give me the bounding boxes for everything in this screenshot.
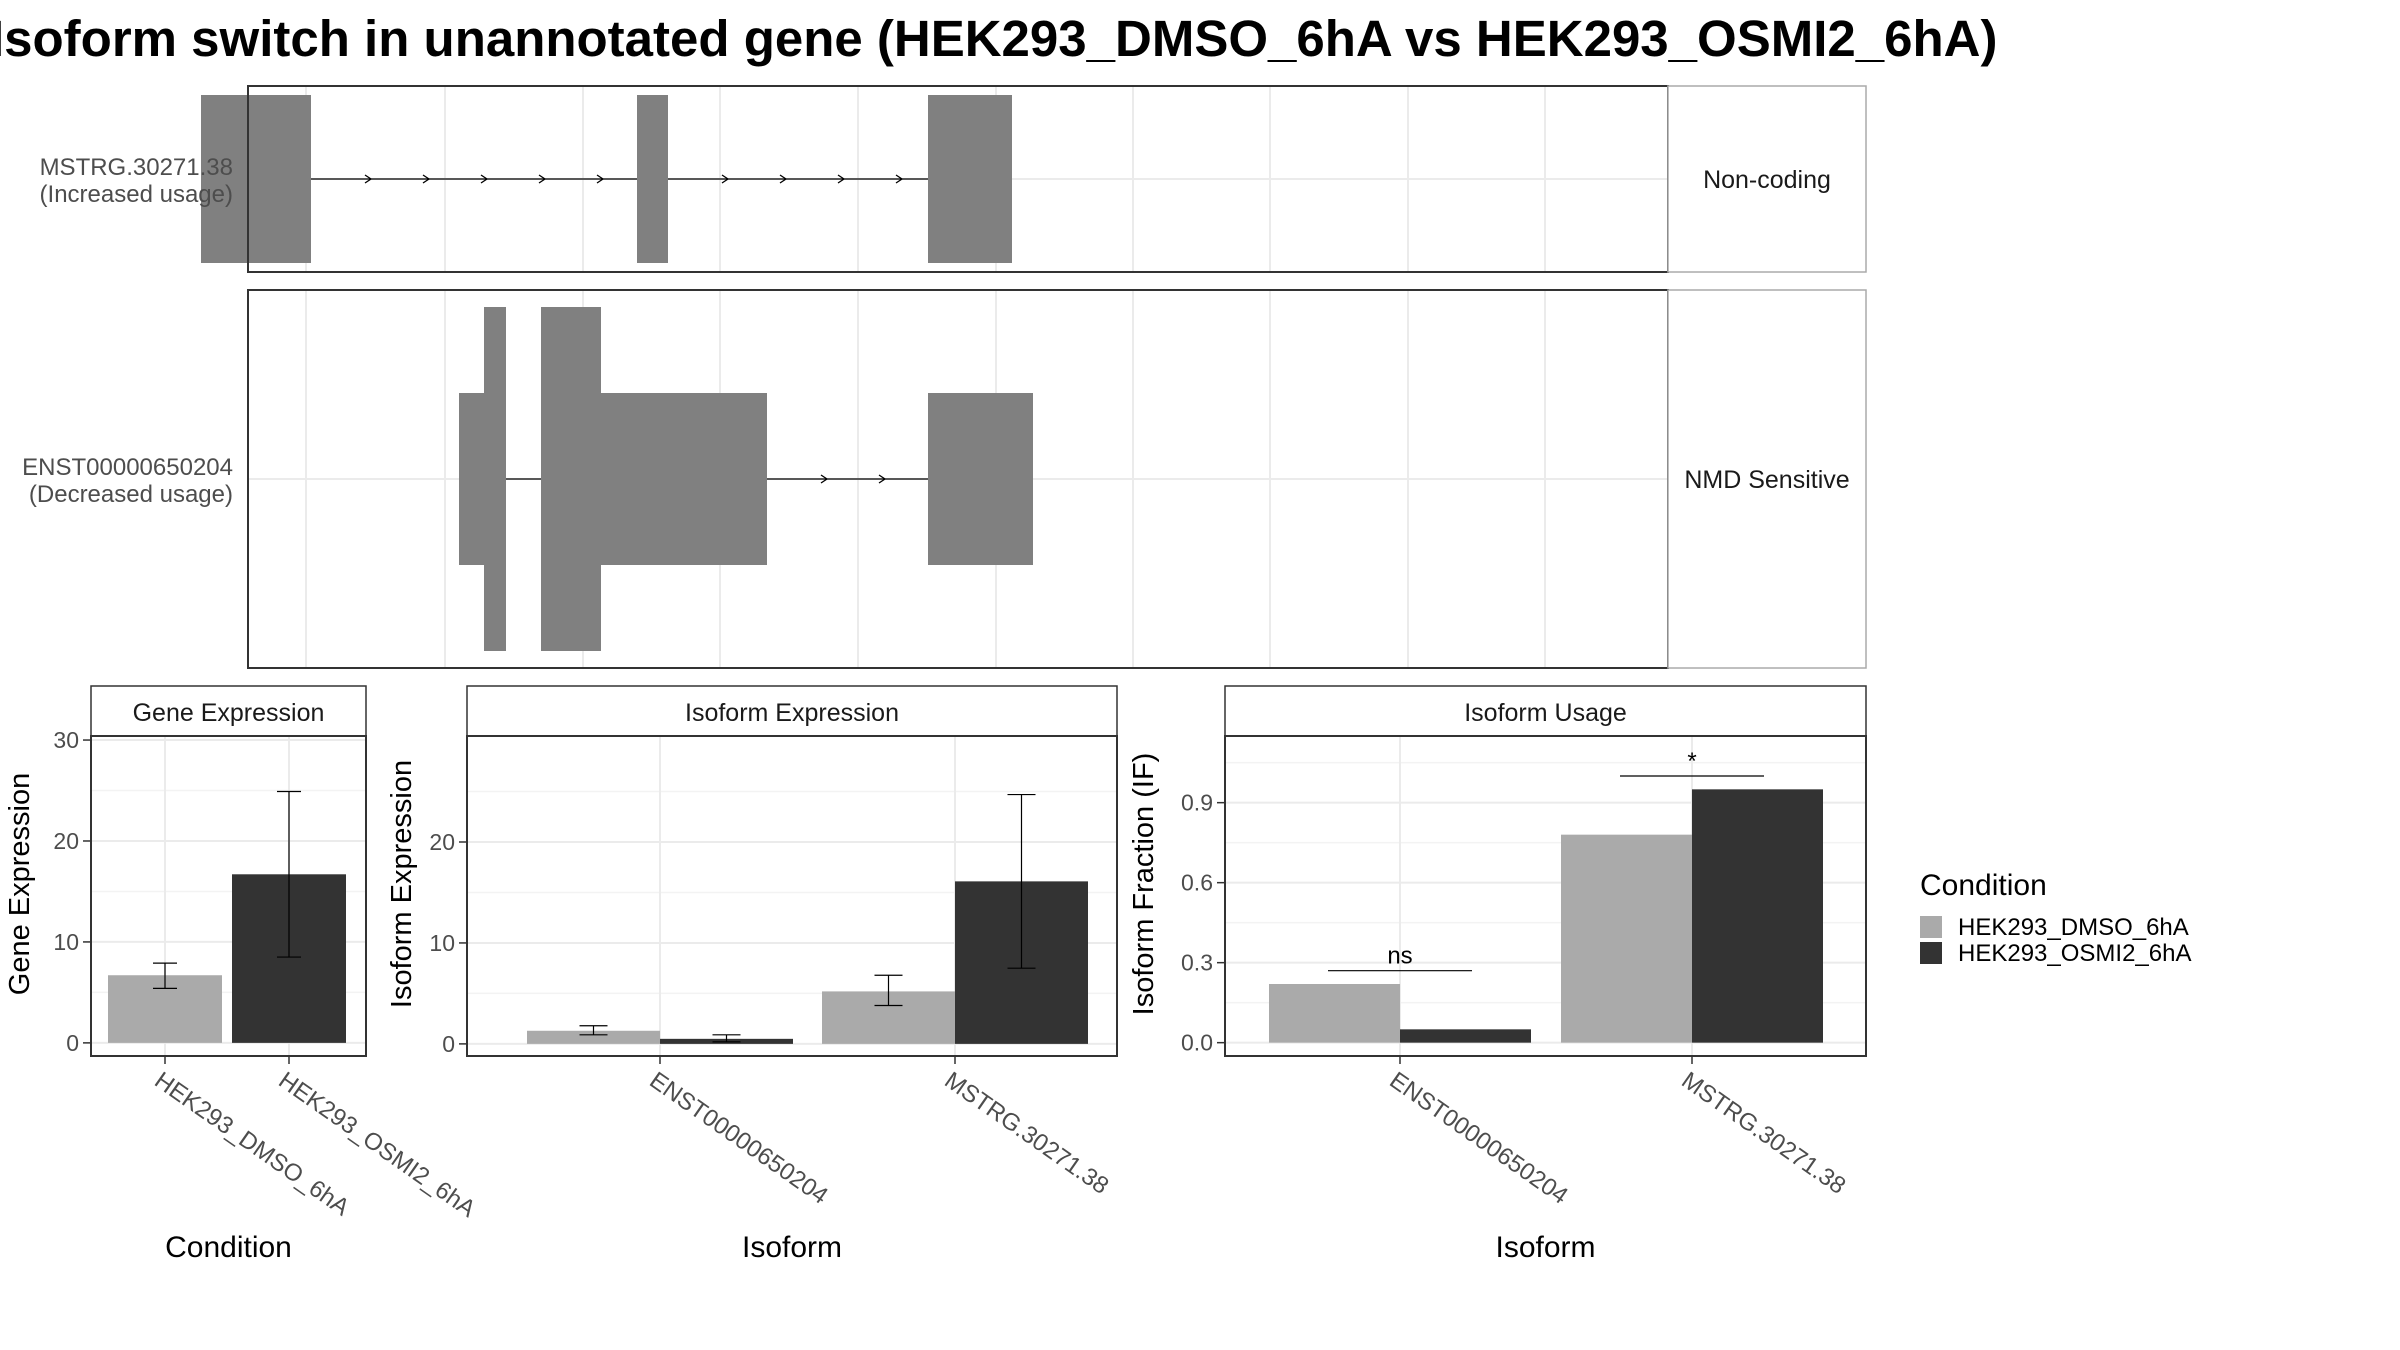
significance-label: * (1687, 748, 1696, 775)
intron-arrow (878, 474, 887, 484)
annotation-label: Non-coding (1703, 166, 1831, 194)
exon-block (201, 95, 311, 263)
figure-title: Isoform switch in unannotated gene (HEK2… (0, 10, 1997, 67)
intron-arrow (721, 174, 730, 184)
panel-border (466, 735, 1118, 1057)
x-tick-label: HEK293_OSMI2_6hA (274, 1067, 481, 1223)
intron-arrow (779, 174, 788, 184)
y-tick-label: 0 (442, 1031, 455, 1057)
panel-strip (466, 685, 1118, 737)
legend-title: Condition (1920, 869, 2047, 902)
x-tick-label: ENST00000650204 (1385, 1067, 1573, 1210)
annotation-strip (1667, 85, 1867, 273)
y-tick-label: 10 (429, 930, 455, 956)
y-axis-title: Isoform Expression (386, 760, 418, 1008)
exon-block (928, 393, 1033, 565)
legend-label-osmi: HEK293_OSMI2_6hA (1958, 940, 2191, 967)
y-tick-label: 0.3 (1181, 950, 1213, 976)
bar (1692, 789, 1823, 1043)
y-tick-label: 20 (429, 829, 455, 855)
intron-arrow (596, 174, 605, 184)
bar-panel-1: Isoform Expression 0 10 20 Isoform Expressio… (386, 685, 1118, 1264)
y-tick-label: 0 (66, 1030, 79, 1056)
transcript-usage-label: (Increased usage) (40, 181, 233, 208)
x-axis-title: Isoform (742, 1231, 842, 1264)
bar (1561, 834, 1692, 1043)
bar-chart-panels: Gene Expression 0 10 20 30 Gene Expression HEK… (4, 685, 1867, 1264)
y-tick-label: 0.6 (1181, 870, 1213, 896)
y-tick-label: 20 (53, 828, 79, 854)
intron-arrow (820, 474, 829, 484)
panel-border (90, 735, 367, 1057)
x-axis-title: Isoform (1495, 1231, 1595, 1264)
exon-block (637, 95, 668, 263)
transcript-row: NMD Sensitive ENST00000650204(Decreased u… (22, 289, 1867, 669)
y-tick-label: 10 (53, 929, 79, 955)
panel-strip-title: Isoform Expression (685, 699, 899, 727)
intron-arrow (538, 174, 547, 184)
exon-block (928, 95, 1012, 263)
gene-structure-panel: Non-coding MSTRG.30271.38(Increased usage… (22, 85, 1867, 669)
intron-arrow (480, 174, 489, 184)
significance-label: ns (1387, 943, 1412, 970)
panel-strip (1224, 685, 1867, 737)
intron-arrow (422, 174, 431, 184)
y-tick-label: 30 (53, 727, 79, 753)
legend-label-dmso: HEK293_DMSO_6hA (1958, 914, 2189, 941)
y-axis-title: Isoform Fraction (IF) (1128, 753, 1160, 1016)
x-tick-label: MSTRG.30271.38 (940, 1067, 1114, 1200)
bar (527, 1030, 660, 1044)
intron-arrow (895, 174, 904, 184)
annotation-strip (1667, 289, 1867, 669)
intron-arrow (837, 174, 846, 184)
legend-key-osmi (1920, 942, 1942, 964)
cds-block (484, 307, 506, 651)
bar (1269, 984, 1400, 1043)
y-tick-label: 0.0 (1181, 1030, 1213, 1056)
cds-block (541, 307, 601, 651)
y-tick-label: 0.9 (1181, 790, 1213, 816)
bar-panel-2: Isoform Usage ns * 0.0 0.3 0.6 0.9 Isoform Frac… (1128, 685, 1867, 1264)
panel-border (1224, 735, 1867, 1057)
x-tick-label: ENST00000650204 (645, 1067, 833, 1210)
annotation-label: NMD Sensitive (1684, 466, 1849, 494)
panel-strip-title: Isoform Usage (1464, 699, 1627, 727)
transcript-id-label: ENST00000650204 (22, 454, 233, 481)
intron-arrow (364, 174, 373, 184)
transcript-usage-label: (Decreased usage) (29, 481, 233, 508)
panel-strip (90, 685, 367, 737)
panel-strip-title: Gene Expression (133, 699, 325, 727)
transcript-row: Non-coding MSTRG.30271.38(Increased usage… (40, 85, 1867, 273)
legend-key-dmso (1920, 916, 1942, 938)
legend: Condition HEK293_DMSO_6hA HEK293_OSMI2_6… (1920, 869, 2191, 967)
y-axis-title: Gene Expression (4, 773, 36, 995)
transcript-id-label: MSTRG.30271.38 (40, 154, 233, 181)
bar (1400, 1029, 1531, 1043)
x-axis-title: Condition (165, 1231, 292, 1264)
x-tick-label: MSTRG.30271.38 (1677, 1067, 1851, 1200)
